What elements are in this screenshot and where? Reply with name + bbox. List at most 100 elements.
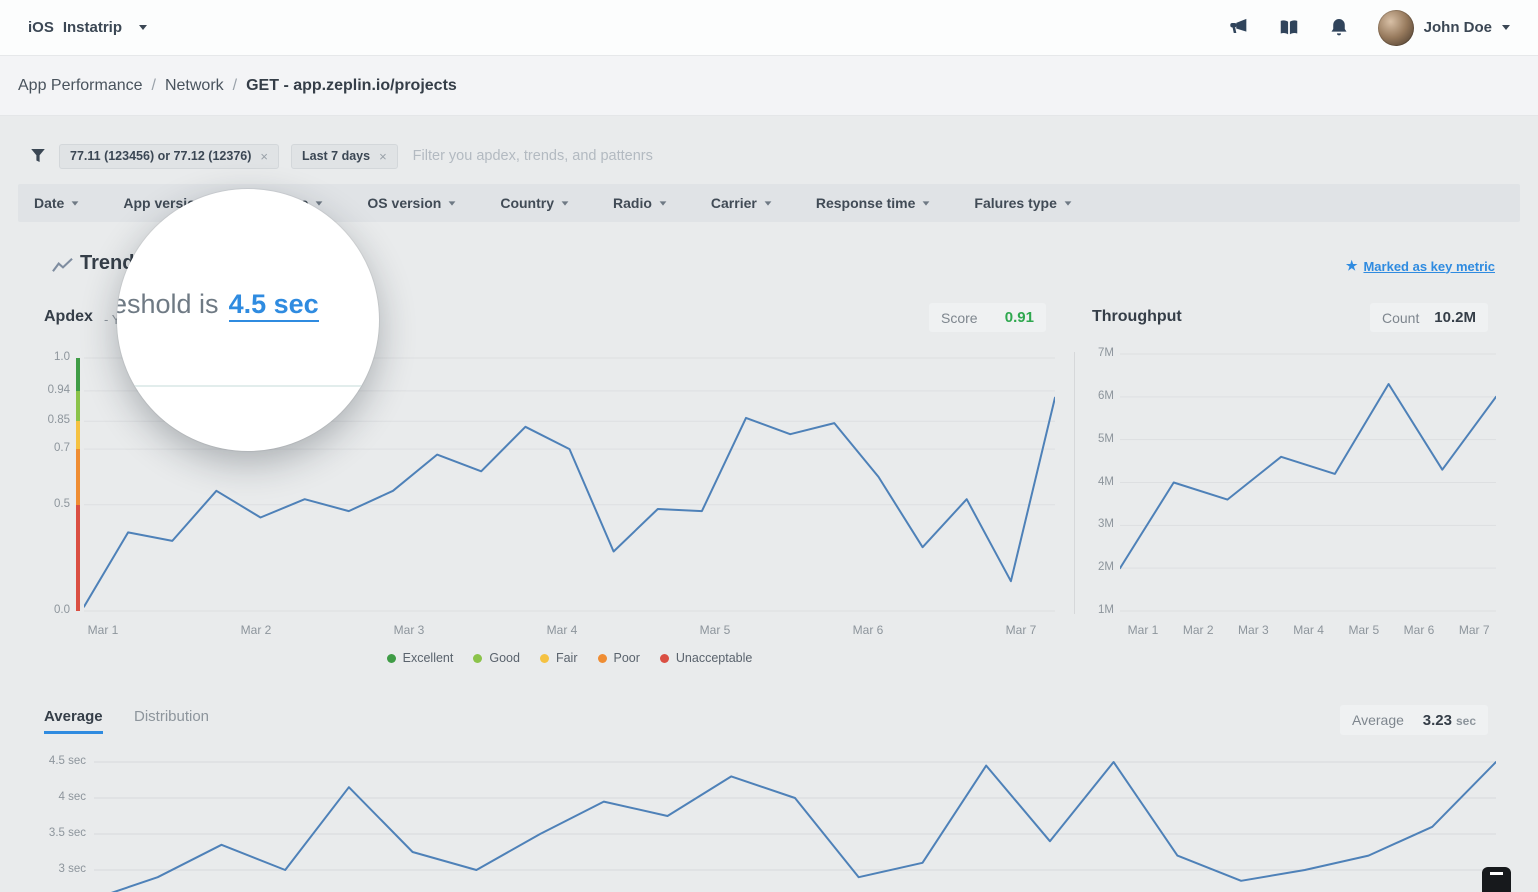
apdex-x-tick: Mar 4 (546, 623, 578, 637)
facet-date[interactable]: Date (34, 195, 79, 211)
docs-icon[interactable] (1278, 17, 1300, 39)
user-menu[interactable]: John Doe (1377, 9, 1510, 46)
average-y-tick: 3 sec (58, 863, 87, 875)
chevron-down-icon (764, 201, 772, 206)
legend-dot (473, 653, 483, 663)
throughput-y-tick: 6M (1098, 389, 1114, 402)
marked-as-key-metric-toggle[interactable]: ★ Marked as key metric (1346, 258, 1495, 274)
topbar: iOS Instatrip John Doe (0, 0, 1538, 56)
facet-carrier[interactable]: Carrier (711, 195, 772, 211)
facet-falures-type[interactable]: Falures type (974, 195, 1072, 211)
breadcrumb-separator: / (151, 76, 156, 94)
average-y-axis: 4.5 sec 4 sec 3.5 sec 3 sec (14, 748, 86, 888)
legend-dot (386, 653, 396, 663)
legend-dot (659, 653, 669, 663)
breadcrumb-network[interactable]: Network (164, 76, 224, 94)
throughput-x-tick: Mar 5 (1348, 623, 1380, 637)
chip-remove-icon[interactable]: × (260, 148, 268, 164)
chevron-down-icon (1502, 25, 1510, 30)
magnified-threshold-link[interactable]: 4.5 sec (228, 289, 319, 322)
apdex-x-tick: Mar 1 (87, 623, 119, 637)
legend-label: Poor (613, 651, 640, 665)
throughput-title: Throughput (1092, 308, 1182, 325)
facet-label: Falures type (974, 195, 1057, 211)
app-name: Instatrip (62, 19, 123, 36)
key-metric-label: Marked as key metric (1363, 258, 1495, 274)
score-value: 0.91 (1004, 309, 1034, 326)
apdex-x-axis: Mar 1 Mar 2 Mar 3 Mar 4 Mar 5 Mar 6 Mar 7 (84, 623, 1055, 639)
filter-input[interactable] (410, 147, 1508, 165)
chevron-down-icon (659, 201, 667, 206)
throughput-y-tick: 5M (1098, 432, 1114, 445)
facet-os-version[interactable]: OS version (367, 195, 456, 211)
breadcrumb-current: GET - app.zeplin.io/projects (246, 76, 457, 94)
apdex-y-tick: 1.0 (54, 351, 70, 363)
filter-chip[interactable]: Last 7 days × (290, 143, 398, 169)
apdex-y-tick: 0.5 (54, 497, 70, 510)
average-unit: sec (1455, 713, 1476, 728)
apdex-score-bands-strip (76, 358, 80, 611)
legend-label: Good (489, 651, 520, 665)
throughput-x-tick: Mar 6 (1403, 623, 1435, 637)
throughput-x-tick: Mar 2 (1182, 623, 1214, 637)
tab-distribution[interactable]: Distribution (134, 708, 210, 725)
chevron-down-icon (316, 201, 323, 206)
facet-response-time[interactable]: Response time (816, 195, 931, 211)
count-value: 10.2M (1434, 309, 1476, 326)
average-number: 3.23 (1422, 711, 1452, 729)
throughput-y-tick: 1M (1098, 604, 1114, 616)
apdex-y-tick: 0.85 (47, 414, 70, 427)
minus-icon (1490, 872, 1503, 875)
count-label: Count (1382, 309, 1420, 326)
facet-label: Carrier (710, 195, 757, 211)
app-switcher[interactable]: iOS Instatrip (28, 19, 148, 36)
legend-label: Excellent (402, 651, 454, 665)
avatar (1377, 9, 1414, 46)
legend-dot (539, 653, 549, 663)
legend-dot (597, 653, 607, 663)
throughput-x-tick: Mar 4 (1293, 623, 1324, 637)
facet-label: Radio (613, 195, 652, 211)
throughput-y-tick: 7M (1098, 347, 1114, 359)
apdex-y-tick: 0.7 (54, 442, 70, 455)
chevron-down-icon (561, 201, 569, 206)
facet-country[interactable]: Country (500, 195, 569, 211)
apdex-x-tick: Mar 7 (1005, 623, 1037, 637)
apdex-score-badge: Score 0.91 (929, 303, 1046, 332)
score-label: Score (941, 309, 978, 326)
trends-chart-icon (52, 257, 73, 273)
apdex-x-tick: Mar 5 (699, 623, 731, 637)
throughput-count-badge: Count 10.2M (1370, 303, 1488, 332)
magnified-gridline (117, 385, 379, 387)
apdex-band-poor (76, 449, 80, 505)
filter-funnel-icon (30, 148, 46, 164)
magnified-threshold-text: reshold is 4.5 sec (117, 289, 319, 322)
legend-item-good: Good (473, 651, 520, 665)
average-y-tick: 4.5 sec (48, 755, 86, 767)
facet-label: Date (34, 195, 65, 211)
chevron-down-icon (1064, 201, 1072, 206)
apdex-y-axis: 1.0 0.94 0.85 0.7 0.5 0.0 (28, 351, 70, 618)
chevron-down-icon (71, 201, 79, 206)
throughput-chart (1120, 353, 1496, 612)
notifications-bell-icon[interactable] (1328, 17, 1350, 39)
filter-chip[interactable]: 77.11 (123456) or 77.12 (12376) × (59, 143, 279, 169)
throughput-x-tick: Mar 1 (1127, 623, 1159, 637)
facet-label: Country (500, 195, 555, 211)
throughput-y-tick: 2M (1098, 561, 1114, 574)
average-chart (94, 761, 1496, 892)
facet-radio[interactable]: Radio (613, 195, 667, 211)
announcements-icon[interactable] (1228, 17, 1250, 39)
apdex-band-fair (76, 421, 80, 450)
apdex-x-tick: Mar 6 (852, 623, 884, 637)
magnified-text-prefix: reshold is (117, 289, 219, 319)
minimize-widget-button[interactable] (1482, 867, 1511, 892)
throughput-x-tick: Mar 3 (1238, 623, 1269, 637)
legend-item-fair: Fair (539, 651, 578, 665)
apdex-y-tick: 0.94 (47, 383, 70, 396)
breadcrumb-app-performance[interactable]: App Performance (18, 76, 143, 94)
tab-average[interactable]: Average (44, 708, 103, 734)
chevron-down-icon (448, 201, 456, 206)
chip-remove-icon[interactable]: × (379, 148, 387, 164)
filter-chips: 77.11 (123456) or 77.12 (12376) × Last 7 d… (59, 143, 398, 169)
